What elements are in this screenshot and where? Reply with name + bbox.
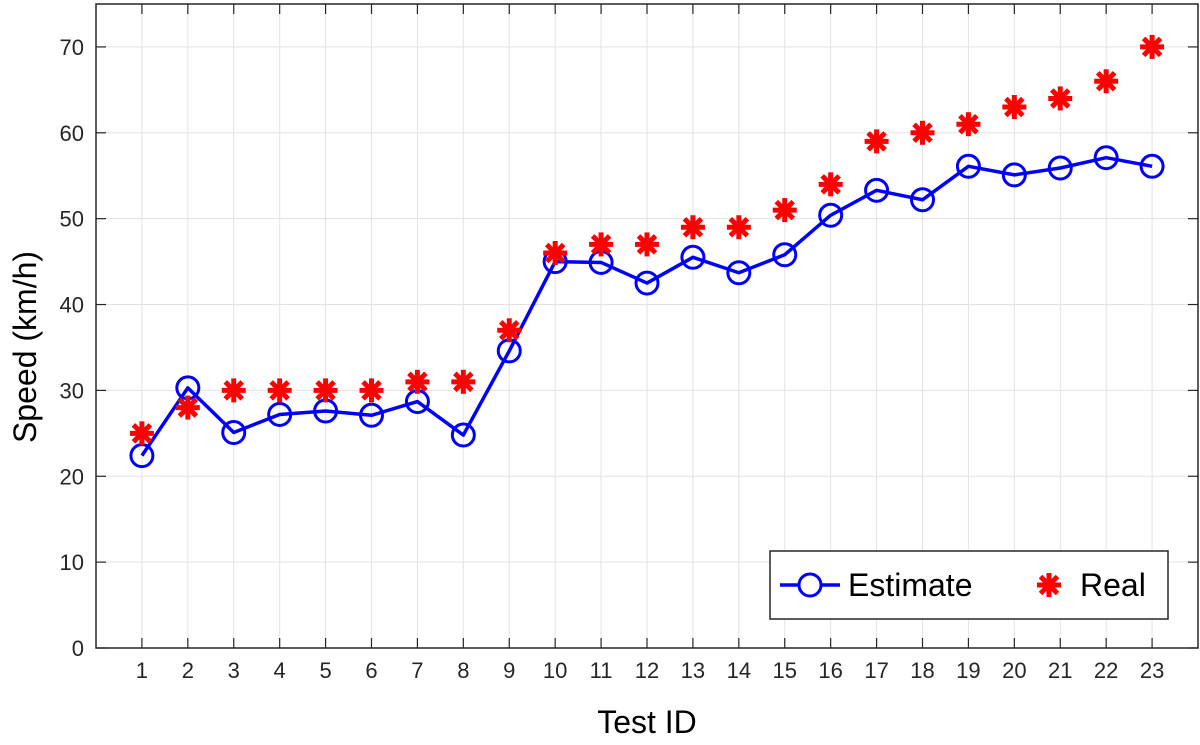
- real-point: [1048, 86, 1073, 111]
- estimate-point: [129, 443, 155, 469]
- estimate-point: [726, 260, 752, 286]
- estimate-point: [1093, 145, 1119, 171]
- x-tick-label: 11: [590, 658, 613, 683]
- x-tick-label: 21: [1048, 658, 1072, 683]
- real-point: [1140, 34, 1165, 59]
- estimate-point: [221, 419, 247, 445]
- real-point: [635, 232, 659, 257]
- real-point: [772, 198, 797, 223]
- estimate-point: [634, 270, 660, 296]
- real-point: [956, 112, 981, 137]
- real-point: [910, 120, 935, 145]
- real-point: [267, 378, 292, 403]
- real-point: [589, 232, 614, 257]
- y-axis-label: Speed (km/h): [7, 251, 43, 443]
- x-tick-label: 4: [274, 658, 286, 683]
- y-tick-label: 70: [60, 35, 84, 60]
- x-tick-label: 14: [727, 658, 751, 683]
- real-point: [726, 215, 751, 240]
- estimate-point: [955, 153, 981, 179]
- estimate-point: [496, 338, 522, 364]
- estimate-point: [818, 202, 844, 228]
- legend-estimate-marker: [797, 572, 823, 598]
- y-tick-label: 40: [60, 293, 84, 318]
- estimate-point: [175, 375, 201, 401]
- estimate-point: [864, 177, 890, 203]
- real-point: [221, 378, 246, 403]
- real-point: [1094, 69, 1119, 94]
- estimate-point: [772, 242, 798, 268]
- x-tick-label: 6: [365, 658, 377, 683]
- x-tick-label: 13: [681, 658, 705, 683]
- legend-real-marker: [1037, 573, 1061, 597]
- estimate-point: [313, 398, 339, 424]
- legend-real-label: Real: [1080, 567, 1146, 603]
- x-tick-label: 19: [956, 658, 980, 683]
- x-tick-label: 7: [411, 658, 423, 683]
- estimate-point: [1139, 153, 1165, 179]
- series: [129, 34, 1165, 469]
- x-tick-label: 22: [1094, 658, 1118, 683]
- y-tick-label: 20: [60, 464, 84, 489]
- real-point: [680, 215, 705, 240]
- estimate-point: [1001, 162, 1027, 188]
- estimate-point: [267, 401, 293, 427]
- y-tick-label: 10: [60, 550, 84, 575]
- real-point: [313, 378, 338, 403]
- x-tick-label: 10: [543, 658, 567, 683]
- real-point: [497, 318, 522, 343]
- estimate-point: [450, 422, 476, 448]
- real-point: [359, 378, 384, 403]
- y-tick-label: 50: [60, 207, 84, 232]
- x-tick-label: 18: [910, 658, 934, 683]
- legend-estimate-label: Estimate: [848, 567, 972, 603]
- real-point: [175, 395, 200, 420]
- x-tick-label: 3: [228, 658, 240, 683]
- legend: Estimate Real: [769, 550, 1169, 620]
- x-tick-label: 16: [818, 658, 842, 683]
- estimate-point: [680, 244, 706, 270]
- estimate-point: [404, 389, 430, 415]
- y-tick-label: 60: [60, 121, 84, 146]
- real-point: [129, 421, 154, 446]
- real-point: [451, 369, 476, 394]
- axes: 1 2 3 4 5 6 7 8 9 10 11 12 13 14 15 16 17 18 19 20 21 22 23010…: [60, 3, 1199, 683]
- x-tick-label: 2: [182, 658, 194, 683]
- real-point: [543, 241, 568, 266]
- x-tick-label: 15: [773, 658, 797, 683]
- real-point: [818, 172, 843, 197]
- x-tick-label: 23: [1140, 658, 1164, 683]
- estimate-point: [1047, 155, 1073, 181]
- real-point: [1002, 95, 1027, 120]
- x-tick-label: 17: [864, 658, 888, 683]
- estimate-point: [359, 402, 384, 428]
- x-axis-label: Test ID: [597, 704, 697, 740]
- estimate-line: [140, 155, 1153, 457]
- real-point: [405, 369, 430, 394]
- x-tick-label: 1: [136, 658, 148, 683]
- x-tick-label: 20: [1002, 658, 1026, 683]
- x-tick-label: 5: [319, 658, 331, 683]
- real-point: [864, 129, 889, 154]
- x-tick-label: 12: [635, 658, 659, 683]
- x-tick-label: 8: [457, 658, 469, 683]
- y-tick-label: 0: [72, 636, 84, 661]
- estimate-point: [910, 187, 935, 213]
- y-tick-label: 30: [60, 378, 84, 403]
- x-tick-label: 9: [503, 658, 515, 683]
